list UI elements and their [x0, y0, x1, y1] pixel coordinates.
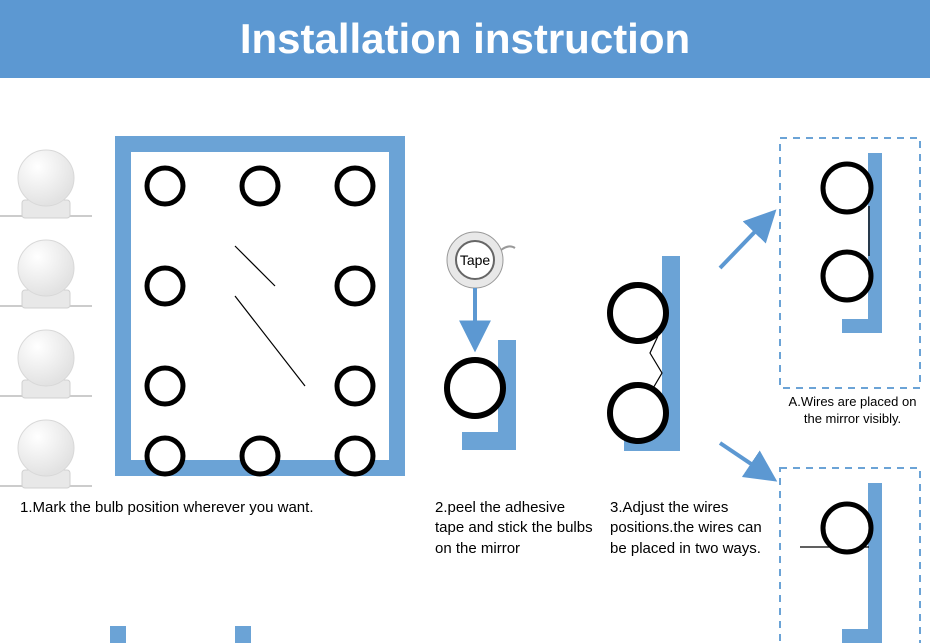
step2-caption: 2.peel the adhesive tape and stick the b… [435, 498, 595, 559]
step1-caption: 1.Mark the bulb position wherever you wa… [20, 498, 415, 518]
optionA-caption: A.Wires are placed on the mirror visibly… [780, 394, 925, 428]
content-area: Tape 1.Mark the bulb position wherever y… [0, 78, 930, 643]
header-bar: Installation instruction [0, 0, 930, 78]
header-title: Installation instruction [240, 15, 690, 63]
svg-text:Tape: Tape [460, 252, 491, 268]
step3-caption: 3.Adjust the wires positions.the wires c… [610, 498, 770, 559]
